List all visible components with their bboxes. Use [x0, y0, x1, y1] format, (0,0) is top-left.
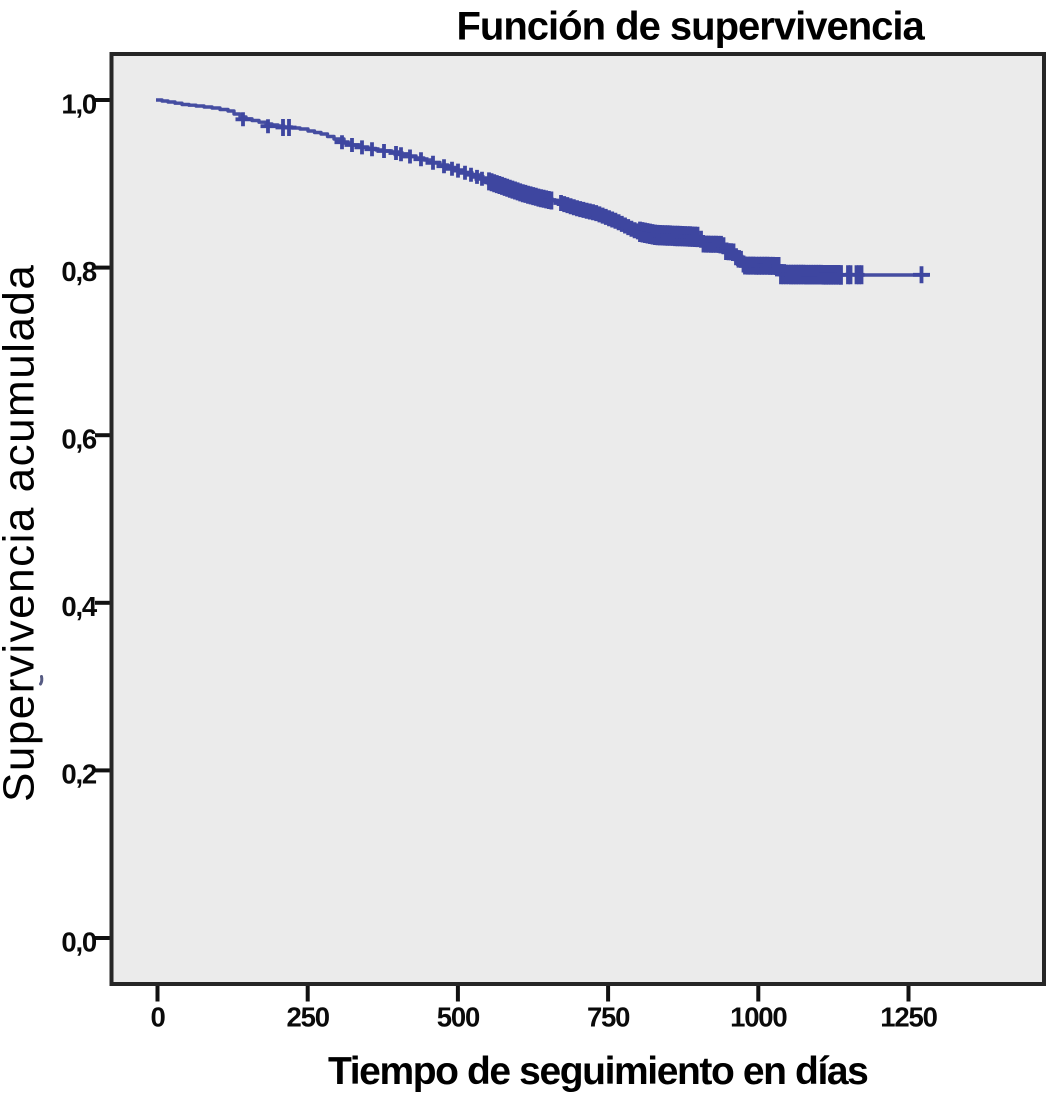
svg-text:250: 250: [287, 1002, 330, 1033]
svg-text:0,2: 0,2: [61, 759, 97, 790]
svg-text:0,4: 0,4: [61, 591, 98, 622]
svg-text:1250: 1250: [880, 1002, 937, 1033]
svg-text:750: 750: [587, 1002, 630, 1033]
svg-text:0,8: 0,8: [61, 256, 97, 287]
svg-text:500: 500: [437, 1002, 480, 1033]
svg-text:Tiempo de seguimiento en días: Tiempo de seguimiento en días: [328, 1050, 868, 1093]
svg-text:0: 0: [150, 1002, 165, 1033]
svg-text:0,6: 0,6: [61, 424, 97, 455]
svg-text:1,0: 1,0: [61, 88, 97, 119]
svg-text:0,0: 0,0: [61, 926, 97, 957]
svg-text:Función de supervivencia: Función de supervivencia: [457, 5, 926, 49]
svg-text:Supervivencia acumulada: Supervivencia acumulada: [0, 264, 44, 802]
svg-text:1000: 1000: [730, 1002, 787, 1033]
